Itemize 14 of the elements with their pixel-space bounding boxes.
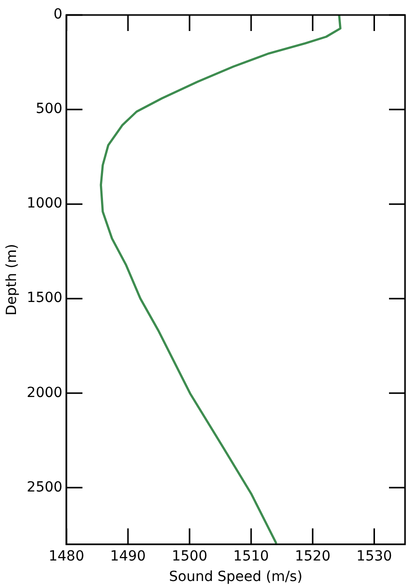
y-tick-label: 500	[36, 101, 62, 118]
y-tick-label: 2000	[26, 384, 62, 401]
y-tick-label: 2500	[26, 479, 62, 496]
y-tick-label: 1000	[26, 196, 62, 212]
x-axis-title: Sound Speed (m/s)	[168, 569, 302, 586]
x-tick-label: 1490	[110, 548, 146, 564]
x-tick-label: 1500	[172, 548, 208, 564]
x-tick-label: 1510	[233, 548, 269, 564]
y-tick-label: 1500	[26, 290, 62, 306]
x-tick-label: 1480	[48, 548, 84, 564]
y-tick-label: 0	[54, 6, 62, 23]
x-tick-label: 1520	[294, 548, 330, 564]
y-axis-title: Depth (m)	[4, 244, 20, 316]
x-tick-label: 1530	[356, 548, 392, 564]
